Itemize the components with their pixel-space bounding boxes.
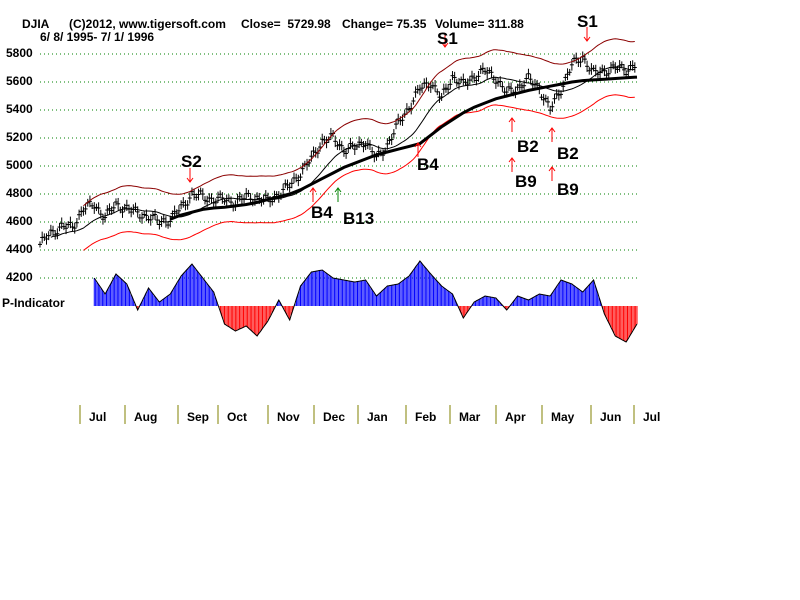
y-tick-label: 5600	[6, 74, 33, 88]
x-tick-label: Dec	[323, 410, 346, 424]
signal-label: S1	[577, 12, 598, 31]
signal-label: B9	[557, 180, 579, 199]
y-tick-label: 4600	[6, 214, 33, 228]
x-tick-label: Mar	[459, 410, 481, 424]
arrow-up-icon	[548, 166, 556, 172]
x-tick-label: Sep	[187, 410, 210, 424]
signal-label: S1	[437, 29, 458, 48]
change-value: Change= 75.35	[342, 17, 427, 31]
x-tick-label: Oct	[227, 410, 248, 424]
x-tick-label: Jun	[600, 410, 622, 424]
p-indicator-line	[93, 260, 638, 343]
arrow-up-icon	[334, 187, 342, 193]
p-indicator-label: P-Indicator	[2, 296, 65, 310]
signal-label: B4	[417, 155, 439, 174]
arrow-down-icon	[441, 42, 449, 48]
arrow-up-icon	[309, 187, 317, 193]
volume-value: Volume= 311.88	[435, 17, 524, 31]
x-tick-label: Nov	[277, 410, 300, 424]
arrow-up-icon	[414, 142, 422, 148]
signal-label: B2	[557, 144, 579, 163]
x-tick-label: Jul	[643, 410, 661, 424]
arrow-down-icon	[186, 177, 194, 183]
ma-long-line	[169, 75, 638, 221]
x-tick-label: Jan	[367, 410, 388, 424]
arrow-up-icon	[548, 127, 556, 133]
arrow-up-icon	[508, 117, 516, 123]
upper-band	[83, 38, 635, 207]
signal-label: B13	[343, 209, 375, 228]
symbol: DJIA	[22, 17, 50, 31]
y-tick-label: 4800	[6, 186, 33, 200]
y-tick-label: 4200	[6, 270, 33, 284]
x-tick-label: Feb	[415, 410, 437, 424]
x-tick-label: Apr	[505, 410, 526, 424]
arrow-down-icon	[583, 36, 591, 42]
x-tick-label: Aug	[134, 410, 158, 424]
lower-band	[83, 94, 635, 251]
y-tick-label: 4400	[6, 242, 33, 256]
copyright: (C)2012, www.tigersoft.com	[69, 17, 226, 31]
date-range: 6/ 8/ 1995- 7/ 1/ 1996	[40, 30, 155, 44]
signal-label: B2	[517, 137, 539, 156]
arrow-up-icon	[508, 157, 516, 163]
signal-label: B4	[311, 203, 333, 222]
ma-short-line	[50, 66, 635, 238]
close-value: Close= 5729.98	[241, 17, 331, 31]
signal-label: B9	[515, 172, 537, 191]
y-tick-label: 5400	[6, 102, 33, 116]
signal-label: S2	[181, 152, 202, 171]
y-tick-label: 5000	[6, 158, 33, 172]
y-tick-label: 5200	[6, 130, 33, 144]
x-tick-label: Jul	[89, 410, 107, 424]
x-tick-label: May	[551, 410, 575, 424]
y-tick-label: 5800	[6, 46, 33, 60]
